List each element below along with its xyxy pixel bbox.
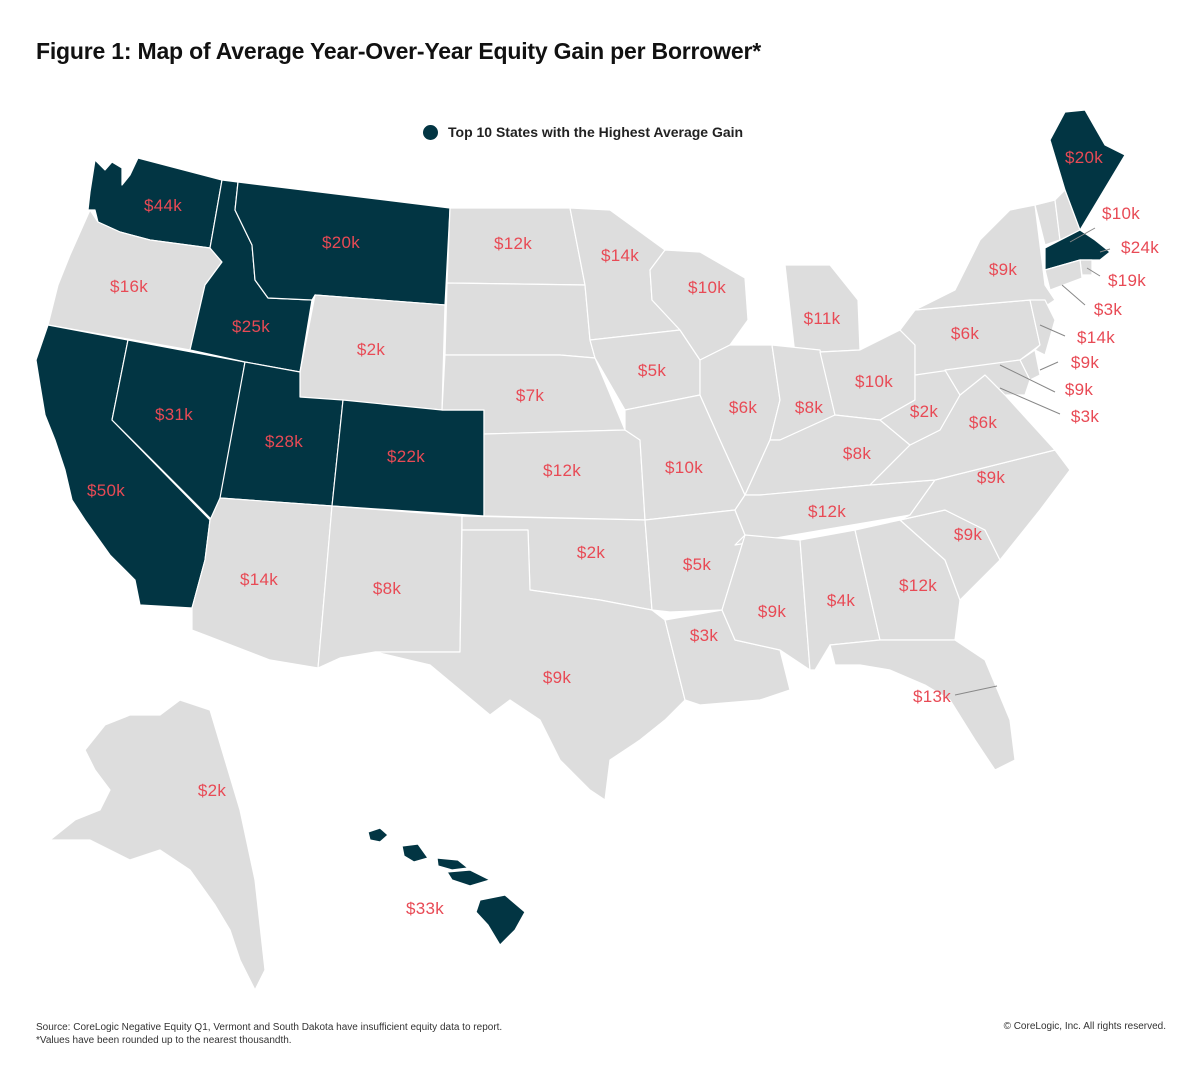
label-ca: $50k xyxy=(86,481,126,500)
label-wa: $44k xyxy=(143,196,183,215)
label-dc: $3k xyxy=(1070,407,1100,426)
label-ut: $28k xyxy=(264,432,304,451)
label-nj: $14k xyxy=(1076,328,1116,347)
label-ky: $8k xyxy=(842,444,872,463)
label-hi: $33k xyxy=(405,899,445,918)
label-ne: $7k xyxy=(515,386,545,405)
label-tx: $9k xyxy=(542,668,572,687)
state-wi[interactable] xyxy=(649,249,749,361)
leader-lines xyxy=(954,227,1111,696)
label-nh: $10k xyxy=(1101,204,1141,223)
state-ak[interactable] xyxy=(49,699,266,991)
label-ri: $19k xyxy=(1107,271,1147,290)
map-title: Figure 1: Map of Average Year-Over-Year … xyxy=(36,38,761,64)
label-or: $16k xyxy=(109,277,149,296)
label-oh: $10k xyxy=(854,372,894,391)
label-va: $6k xyxy=(968,413,998,432)
state-fl[interactable] xyxy=(829,639,1016,771)
label-mo: $10k xyxy=(664,458,704,477)
state-me[interactable] xyxy=(1049,109,1126,231)
label-ks: $12k xyxy=(542,461,582,480)
label-al: $4k xyxy=(826,591,856,610)
label-az: $14k xyxy=(239,570,279,589)
label-tn: $12k xyxy=(807,502,847,521)
state-hi[interactable] xyxy=(367,827,526,946)
state-ct[interactable] xyxy=(1044,259,1083,291)
label-pa: $6k xyxy=(950,324,980,343)
label-wy: $2k xyxy=(356,340,386,359)
label-nv: $31k xyxy=(154,405,194,424)
label-id: $25k xyxy=(231,317,271,336)
legend: Top 10 States with the Highest Average G… xyxy=(423,124,743,140)
label-ia: $5k xyxy=(637,361,667,380)
label-la: $3k xyxy=(689,626,719,645)
label-ms: $9k xyxy=(757,602,787,621)
legend-marker-icon xyxy=(423,124,438,140)
label-wi: $10k xyxy=(687,278,727,297)
legend-label: Top 10 States with the Highest Average G… xyxy=(448,124,744,140)
label-ar: $5k xyxy=(682,555,712,574)
state-ca[interactable] xyxy=(35,324,211,609)
label-ok: $2k xyxy=(576,543,606,562)
label-me: $20k xyxy=(1064,148,1104,167)
label-fl: $13k xyxy=(912,687,952,706)
state-nj[interactable] xyxy=(1029,299,1056,356)
label-il: $6k xyxy=(728,398,758,417)
label-in: $8k xyxy=(794,398,824,417)
state-nc[interactable] xyxy=(899,449,1071,561)
label-wv: $2k xyxy=(909,402,939,421)
label-md: $9k xyxy=(1064,380,1094,399)
label-nd: $12k xyxy=(493,234,533,253)
rounding-note: *Values have been rounded up to the near… xyxy=(36,1035,292,1046)
label-ct: $3k xyxy=(1093,300,1123,319)
copyright: © CoreLogic, Inc. All rights reserved. xyxy=(1003,1021,1166,1032)
label-ak: $2k xyxy=(197,781,227,800)
label-mi: $11k xyxy=(803,309,841,328)
state-ny[interactable] xyxy=(914,204,1056,311)
label-nc: $9k xyxy=(976,468,1006,487)
label-co: $22k xyxy=(386,447,426,466)
label-sc: $9k xyxy=(953,525,983,544)
label-mn: $14k xyxy=(600,246,640,265)
label-ny: $9k xyxy=(988,260,1018,279)
label-mt: $20k xyxy=(321,233,361,252)
state-sd[interactable] xyxy=(444,282,596,359)
label-ma: $24k xyxy=(1120,238,1160,257)
source-note: Source: CoreLogic Negative Equity Q1, Ve… xyxy=(36,1022,503,1033)
state-tx[interactable] xyxy=(374,529,686,801)
footer-source: Source: CoreLogic Negative Equity Q1, Ve… xyxy=(36,1021,502,1047)
label-de: $9k xyxy=(1070,353,1100,372)
label-nm: $8k xyxy=(372,579,402,598)
label-ga: $12k xyxy=(898,576,938,595)
